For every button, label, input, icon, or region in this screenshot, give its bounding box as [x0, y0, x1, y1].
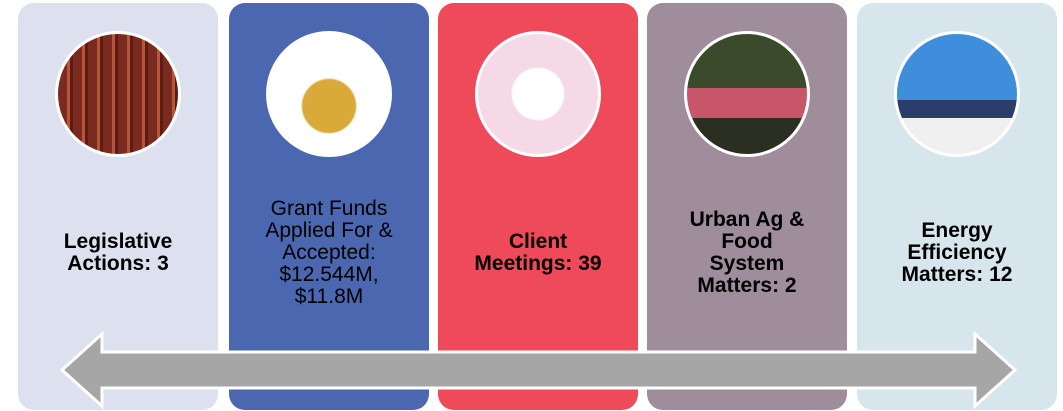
arrow: [62, 334, 1015, 406]
page: LegislativeActions: 3Grant FundsApplied …: [0, 0, 1063, 411]
arrow-layer: [0, 0, 1063, 411]
